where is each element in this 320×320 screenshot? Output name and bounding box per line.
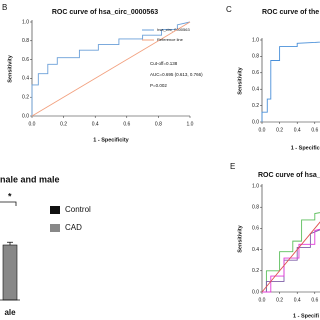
legend-swatch [50,206,60,214]
y-tick-label: 0.4 [252,247,259,253]
y-tick-label: 0.0 [22,113,29,119]
roc-curve [261,41,320,122]
x-tick-label: 0.4 [294,297,301,303]
x-axis-label: 1 - Specifi [293,313,319,319]
legend-label: Control [65,205,91,214]
y-axis-label: Sensitivity [237,224,243,252]
y-axis-label: Sensitivity [237,66,243,94]
y-tick-label: 1.0 [252,37,259,43]
y-tick-label: 0.8 [252,54,259,60]
legend-label: Reference line [157,37,184,42]
y-tick-label: 0.6 [252,226,259,232]
y-tick-label: 0.2 [22,95,29,101]
y-tick-label: 0.6 [252,70,259,76]
panel-label: C [226,5,232,14]
y-tick-label: 0.0 [252,119,259,125]
chart-title: ROC curve of hsa_circ_0000563 [52,9,158,16]
chart-title: ROC curve of hsa_circ_0000 [258,172,320,179]
legend-swatch [50,224,60,232]
y-tick-label: 0.6 [22,57,29,63]
x-tick-label: 0.2 [60,121,67,127]
x-tick-label: ale [4,308,16,317]
y-tick-label: 0.4 [22,76,29,82]
y-tick-label: 1.0 [252,183,259,189]
x-tick-label: 0.6 [311,127,318,133]
roc-curve [262,228,320,293]
x-axis-label: 1 - Specifici [291,145,320,151]
y-axis-label: Sensitivity [7,54,13,82]
significance: * [8,191,12,201]
x-tick-label: 0.4 [294,127,301,133]
chart-title: nale and male [0,174,60,184]
legend-label: CAD [65,223,82,232]
roc-curve [261,221,320,293]
roc-curve [262,212,320,293]
y-tick-label: 1.0 [22,19,29,25]
bar [2,244,18,301]
x-tick-label: 0.0 [259,127,266,133]
significance-bracket [0,201,17,206]
x-tick-label: 1.0 [187,121,194,127]
y-tick-label: 0.8 [22,38,29,44]
x-tick-label: 0.2 [276,297,283,303]
x-tick-label: 0.8 [155,121,162,127]
annotation: AUC=0.695 (0.613, 0.766) [150,72,203,77]
x-tick-label: 0.4 [92,121,99,127]
panel-label: B [2,3,7,12]
panel-label: E [230,162,235,171]
x-tick-label: 0.6 [311,297,318,303]
roc-curve [31,21,191,116]
y-tick-label: 0.8 [252,205,259,211]
annotation: Cut-off=0.138 [150,61,178,66]
annotation: P=0.002 [150,83,167,88]
x-axis-label: 1 - Specificity [93,137,129,143]
legend-label: hsa_circ_0000563 [157,27,190,32]
roc-curve [31,21,191,117]
x-tick-label: 0.0 [29,121,36,127]
y-tick-label: 0.2 [252,103,259,109]
y-tick-label: 0.2 [252,268,259,274]
x-tick-label: 0.0 [259,297,266,303]
x-tick-label: 0.2 [276,127,283,133]
y-tick-label: 0.4 [252,87,259,93]
x-tick-label: 0.6 [123,121,130,127]
chart-title: ROC curve of the circRNA [262,9,320,16]
y-tick-label: 0.0 [252,289,259,295]
